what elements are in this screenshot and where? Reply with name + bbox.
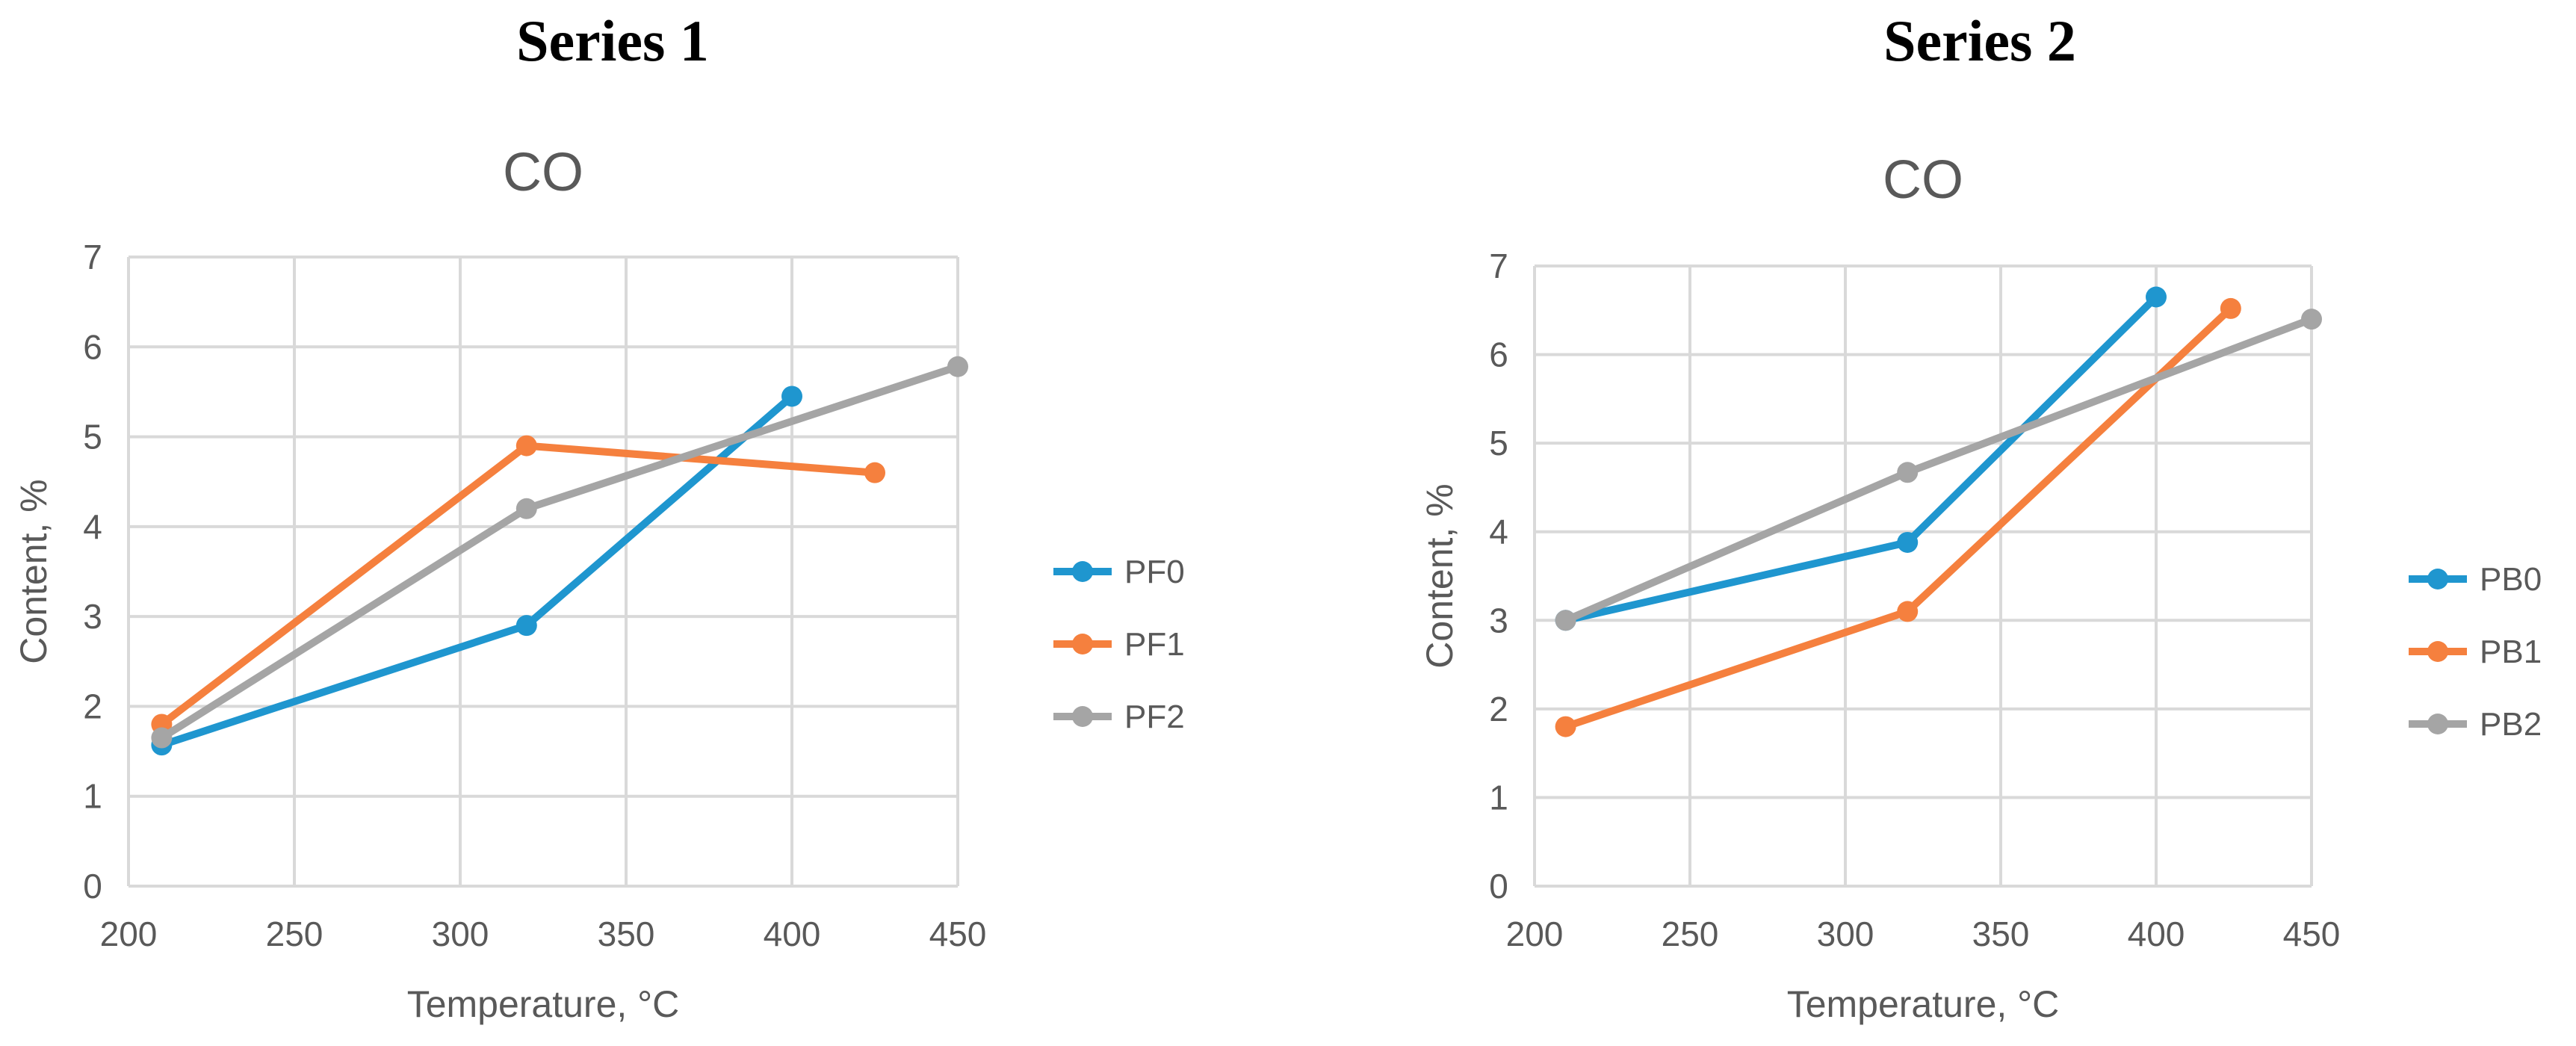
legend-label-pb1: PB1 (2480, 634, 2542, 670)
x-tick-label: 250 (266, 915, 323, 953)
legend-label-pf2: PF2 (1124, 699, 1185, 735)
data-point-pf2 (515, 498, 537, 519)
y-axis-label: Content, % (1419, 483, 1461, 668)
data-point-pf1 (864, 462, 885, 483)
y-tick-label: 0 (83, 867, 102, 906)
y-axis-label: Content, % (13, 479, 55, 663)
y-tick-label: 5 (83, 418, 102, 457)
co-chart-series-2: CO 0 1 2 3 4 5 6 7 200 250 300 350 400 450 Temperature,… (1419, 150, 2542, 1025)
legend-label-pf1: PF1 (1124, 626, 1185, 663)
legend-label-pf0: PF0 (1124, 554, 1185, 590)
x-tick-label: 450 (2283, 915, 2341, 953)
y-tick-label: 4 (83, 507, 102, 546)
legend-label-pb0: PB0 (2480, 561, 2542, 598)
data-point-pf2 (947, 356, 968, 377)
data-point-pf0 (781, 386, 802, 407)
data-point-pb2 (1555, 610, 1576, 631)
series-line-pb2 (1561, 315, 2315, 625)
co-chart-series-1: CO 0 1 2 3 4 5 6 7 200 250 300 350 400 450 Temperature,… (13, 143, 1185, 1025)
x-axis-label: Temperature, °C (407, 983, 680, 1025)
series-line-pb1 (1561, 304, 2235, 731)
x-tick-label: 400 (2128, 915, 2185, 953)
y-tick-label: 3 (1489, 601, 1508, 640)
y-tick-label: 2 (83, 687, 102, 725)
x-tick-label: 200 (100, 915, 158, 953)
x-tick-label: 300 (432, 915, 489, 953)
x-tick-label: 350 (598, 915, 655, 953)
x-tick-label: 300 (1817, 915, 1874, 953)
data-point-pb2 (2301, 309, 2322, 330)
x-tick-label: 250 (1662, 915, 1719, 953)
data-point-pb1 (1897, 601, 1919, 622)
x-axis-label: Temperature, °C (1787, 983, 2060, 1025)
legend-marker-pb0 (2427, 569, 2448, 589)
data-point-pf0 (515, 615, 537, 637)
y-tick-label: 1 (83, 777, 102, 816)
y-tick-label: 7 (83, 238, 102, 276)
y-tick-label: 1 (1489, 778, 1508, 817)
legend-marker-pb2 (2427, 714, 2448, 734)
series-1-heading: Series 1 (516, 8, 709, 73)
series-line-pf1 (158, 442, 879, 728)
data-point-pb0 (1897, 531, 1919, 553)
y-tick-label: 4 (1489, 513, 1508, 551)
legend-marker-pb1 (2427, 641, 2448, 662)
legend-marker-pf2 (1072, 706, 1093, 727)
x-tick-label: 450 (929, 915, 987, 953)
data-point-pb0 (2146, 286, 2167, 308)
y-tick-label: 6 (83, 327, 102, 366)
data-point-pb1 (1555, 716, 1576, 737)
y-tick-label: 2 (1489, 690, 1508, 728)
y-tick-label: 0 (1489, 867, 1508, 906)
data-point-pb1 (2220, 297, 2241, 319)
data-point-pb2 (1897, 462, 1919, 483)
y-tick-label: 3 (83, 597, 102, 636)
legend-label-pb2: PB2 (2480, 706, 2542, 743)
y-tick-label: 6 (1489, 335, 1508, 374)
x-tick-label: 200 (1506, 915, 1564, 953)
y-tick-label: 7 (1489, 247, 1508, 285)
x-tick-label: 400 (764, 915, 821, 953)
legend-marker-pf1 (1072, 634, 1093, 654)
legend-marker-pf0 (1072, 561, 1093, 582)
chart-title: CO (1883, 150, 1963, 210)
data-point-pf2 (151, 727, 173, 749)
series-line-pf2 (158, 362, 962, 742)
data-point-pf1 (515, 435, 537, 457)
series-2-heading: Series 2 (1883, 8, 2076, 73)
y-tick-label: 5 (1489, 424, 1508, 462)
x-tick-label: 350 (1972, 915, 2030, 953)
chart-title: CO (503, 143, 583, 202)
